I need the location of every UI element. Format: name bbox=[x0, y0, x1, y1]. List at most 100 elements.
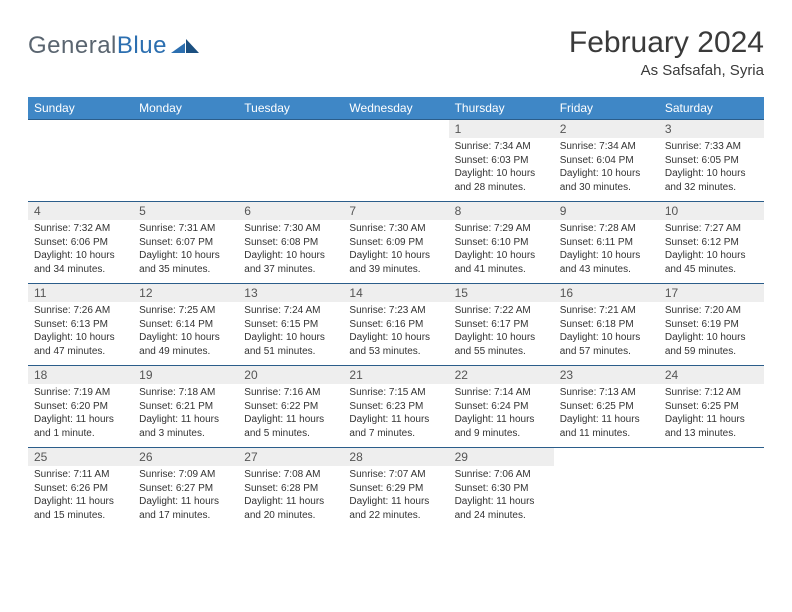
calendar-day-cell: 2Sunrise: 7:34 AMSunset: 6:04 PMDaylight… bbox=[554, 120, 659, 202]
daylight-line: Daylight: 11 hours and 9 minutes. bbox=[455, 413, 548, 440]
sunrise-line: Sunrise: 7:14 AM bbox=[455, 386, 548, 400]
weekday-header: Friday bbox=[554, 97, 659, 120]
day-details: Sunrise: 7:30 AMSunset: 6:08 PMDaylight:… bbox=[238, 220, 343, 280]
calendar-week-row: 4Sunrise: 7:32 AMSunset: 6:06 PMDaylight… bbox=[28, 202, 764, 284]
brand-mark-icon bbox=[171, 35, 201, 60]
daylight-line: Daylight: 10 hours and 39 minutes. bbox=[349, 249, 442, 276]
weekday-header-row: SundayMondayTuesdayWednesdayThursdayFrid… bbox=[28, 97, 764, 120]
day-number: 6 bbox=[238, 202, 343, 220]
day-number: 19 bbox=[133, 366, 238, 384]
sunset-line: Sunset: 6:25 PM bbox=[665, 400, 758, 414]
brand-logo: GeneralBlue bbox=[28, 26, 201, 60]
calendar-day-cell: 13Sunrise: 7:24 AMSunset: 6:15 PMDayligh… bbox=[238, 284, 343, 366]
daylight-line: Daylight: 10 hours and 43 minutes. bbox=[560, 249, 653, 276]
day-details: Sunrise: 7:13 AMSunset: 6:25 PMDaylight:… bbox=[554, 384, 659, 444]
sunset-line: Sunset: 6:18 PM bbox=[560, 318, 653, 332]
sunset-line: Sunset: 6:09 PM bbox=[349, 236, 442, 250]
weekday-header: Thursday bbox=[449, 97, 554, 120]
brand-part2: Blue bbox=[117, 32, 167, 59]
calendar-empty-cell bbox=[554, 448, 659, 530]
day-number: 8 bbox=[449, 202, 554, 220]
day-details: Sunrise: 7:32 AMSunset: 6:06 PMDaylight:… bbox=[28, 220, 133, 280]
calendar-day-cell: 8Sunrise: 7:29 AMSunset: 6:10 PMDaylight… bbox=[449, 202, 554, 284]
sunrise-line: Sunrise: 7:30 AM bbox=[349, 222, 442, 236]
day-number: 7 bbox=[343, 202, 448, 220]
sunset-line: Sunset: 6:05 PM bbox=[665, 154, 758, 168]
day-details: Sunrise: 7:26 AMSunset: 6:13 PMDaylight:… bbox=[28, 302, 133, 362]
sunset-line: Sunset: 6:27 PM bbox=[139, 482, 232, 496]
calendar-day-cell: 7 Sunrise: 7:30 AMSunset: 6:09 PMDaylight… bbox=[343, 202, 448, 284]
sunrise-line: Sunrise: 7:27 AM bbox=[665, 222, 758, 236]
sunrise-line: Sunrise: 7:11 AM bbox=[34, 468, 127, 482]
day-number: 14 bbox=[343, 284, 448, 302]
sunset-line: Sunset: 6:11 PM bbox=[560, 236, 653, 250]
day-number: 10 bbox=[659, 202, 764, 220]
day-details: Sunrise: 7:29 AMSunset: 6:10 PMDaylight:… bbox=[449, 220, 554, 280]
sunrise-line: Sunrise: 7:15 AM bbox=[349, 386, 442, 400]
day-number: 16 bbox=[554, 284, 659, 302]
sunset-line: Sunset: 6:12 PM bbox=[665, 236, 758, 250]
location-label: As Safsafah, Syria bbox=[569, 62, 764, 79]
daylight-line: Daylight: 10 hours and 41 minutes. bbox=[455, 249, 548, 276]
calendar-day-cell: 10Sunrise: 7:27 AMSunset: 6:12 PMDayligh… bbox=[659, 202, 764, 284]
day-number: 26 bbox=[133, 448, 238, 466]
day-details: Sunrise: 7:28 AMSunset: 6:11 PMDaylight:… bbox=[554, 220, 659, 280]
day-number: 25 bbox=[28, 448, 133, 466]
sunset-line: Sunset: 6:23 PM bbox=[349, 400, 442, 414]
sunset-line: Sunset: 6:08 PM bbox=[244, 236, 337, 250]
day-number: 9 bbox=[554, 202, 659, 220]
day-details: Sunrise: 7:08 AMSunset: 6:28 PMDaylight:… bbox=[238, 466, 343, 526]
weekday-header: Monday bbox=[133, 97, 238, 120]
calendar-page: GeneralBlue February 2024 As Safsafah, S… bbox=[0, 0, 792, 530]
day-details: Sunrise: 7:34 AMSunset: 6:03 PMDaylight:… bbox=[449, 138, 554, 198]
sunrise-line: Sunrise: 7:26 AM bbox=[34, 304, 127, 318]
day-details: Sunrise: 7:14 AMSunset: 6:24 PMDaylight:… bbox=[449, 384, 554, 444]
sunset-line: Sunset: 6:15 PM bbox=[244, 318, 337, 332]
calendar-week-row: 18Sunrise: 7:19 AMSunset: 6:20 PMDayligh… bbox=[28, 366, 764, 448]
day-details: Sunrise: 7:33 AMSunset: 6:05 PMDaylight:… bbox=[659, 138, 764, 198]
day-number: 2 bbox=[554, 120, 659, 138]
calendar-day-cell: 3Sunrise: 7:33 AMSunset: 6:05 PMDaylight… bbox=[659, 120, 764, 202]
calendar-day-cell: 21Sunrise: 7:15 AMSunset: 6:23 PMDayligh… bbox=[343, 366, 448, 448]
month-title: February 2024 bbox=[569, 26, 764, 60]
sunrise-line: Sunrise: 7:09 AM bbox=[139, 468, 232, 482]
daylight-line: Daylight: 11 hours and 3 minutes. bbox=[139, 413, 232, 440]
daylight-line: Daylight: 10 hours and 59 minutes. bbox=[665, 331, 758, 358]
calendar-day-cell: 11Sunrise: 7:26 AMSunset: 6:13 PMDayligh… bbox=[28, 284, 133, 366]
day-details: Sunrise: 7:20 AMSunset: 6:19 PMDaylight:… bbox=[659, 302, 764, 362]
weekday-header: Sunday bbox=[28, 97, 133, 120]
sunrise-line: Sunrise: 7:16 AM bbox=[244, 386, 337, 400]
calendar-day-cell: 27Sunrise: 7:08 AMSunset: 6:28 PMDayligh… bbox=[238, 448, 343, 530]
calendar-day-cell: 18Sunrise: 7:19 AMSunset: 6:20 PMDayligh… bbox=[28, 366, 133, 448]
calendar-empty-cell bbox=[659, 448, 764, 530]
daylight-line: Daylight: 10 hours and 34 minutes. bbox=[34, 249, 127, 276]
daylight-line: Daylight: 10 hours and 32 minutes. bbox=[665, 167, 758, 194]
day-number: 3 bbox=[659, 120, 764, 138]
sunrise-line: Sunrise: 7:21 AM bbox=[560, 304, 653, 318]
sunset-line: Sunset: 6:13 PM bbox=[34, 318, 127, 332]
sunset-line: Sunset: 6:19 PM bbox=[665, 318, 758, 332]
daylight-line: Daylight: 10 hours and 47 minutes. bbox=[34, 331, 127, 358]
calendar-day-cell: 15Sunrise: 7:22 AMSunset: 6:17 PMDayligh… bbox=[449, 284, 554, 366]
sunset-line: Sunset: 6:03 PM bbox=[455, 154, 548, 168]
daylight-line: Daylight: 10 hours and 30 minutes. bbox=[560, 167, 653, 194]
day-details: Sunrise: 7:24 AMSunset: 6:15 PMDaylight:… bbox=[238, 302, 343, 362]
weekday-header: Saturday bbox=[659, 97, 764, 120]
day-details: Sunrise: 7:22 AMSunset: 6:17 PMDaylight:… bbox=[449, 302, 554, 362]
day-number: 15 bbox=[449, 284, 554, 302]
day-details: Sunrise: 7:31 AMSunset: 6:07 PMDaylight:… bbox=[133, 220, 238, 280]
weekday-header: Wednesday bbox=[343, 97, 448, 120]
calendar-empty-cell bbox=[28, 120, 133, 202]
sunset-line: Sunset: 6:16 PM bbox=[349, 318, 442, 332]
day-number: 17 bbox=[659, 284, 764, 302]
sunrise-line: Sunrise: 7:28 AM bbox=[560, 222, 653, 236]
daylight-line: Daylight: 11 hours and 24 minutes. bbox=[455, 495, 548, 522]
sunrise-line: Sunrise: 7:12 AM bbox=[665, 386, 758, 400]
day-number: 29 bbox=[449, 448, 554, 466]
sunrise-line: Sunrise: 7:29 AM bbox=[455, 222, 548, 236]
daylight-line: Daylight: 10 hours and 35 minutes. bbox=[139, 249, 232, 276]
day-details: Sunrise: 7:11 AMSunset: 6:26 PMDaylight:… bbox=[28, 466, 133, 526]
sunrise-line: Sunrise: 7:23 AM bbox=[349, 304, 442, 318]
day-number: 12 bbox=[133, 284, 238, 302]
sunrise-line: Sunrise: 7:33 AM bbox=[665, 140, 758, 154]
